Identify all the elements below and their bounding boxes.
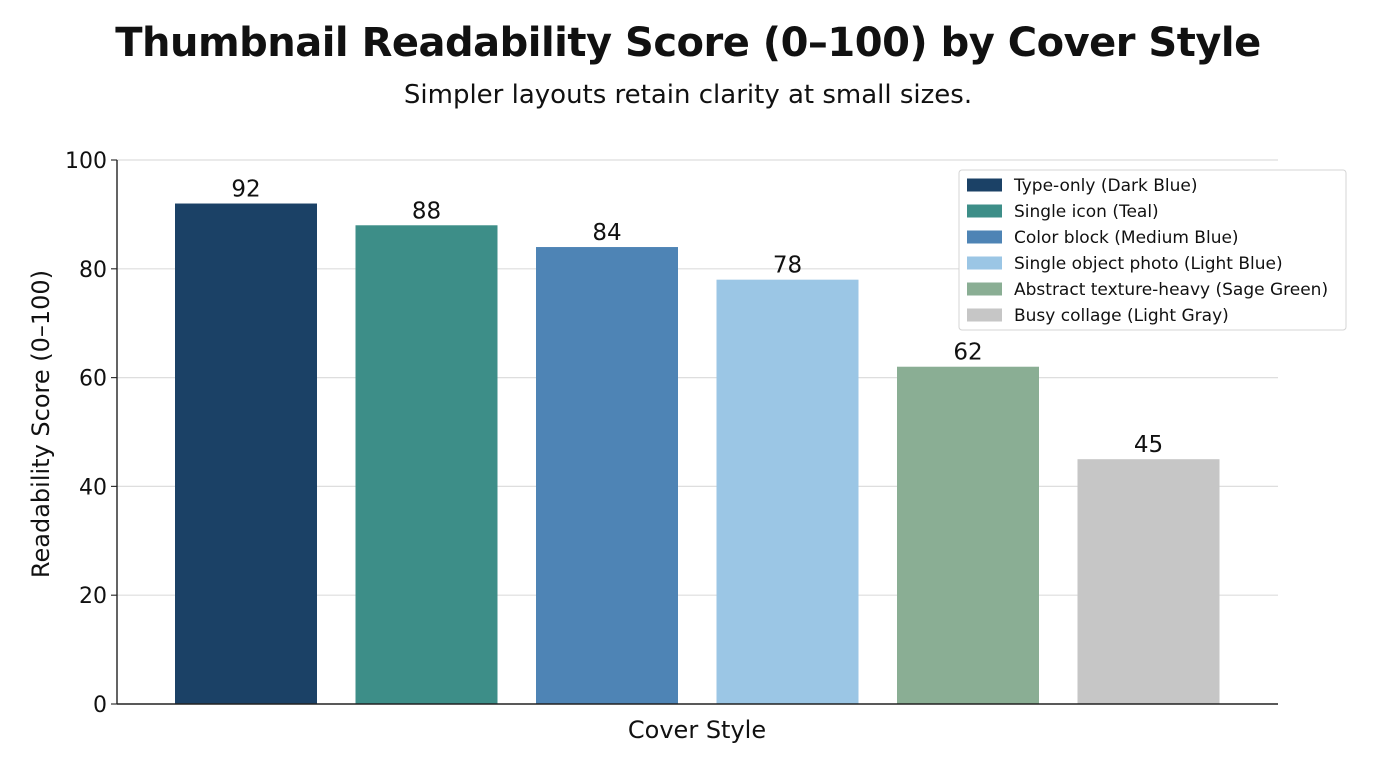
chart-title: Thumbnail Readability Score (0–100) by C…: [115, 20, 1261, 66]
legend: Type-only (Dark Blue) Single icon (Teal) C…: [958, 169, 1347, 331]
bar-value-label: 62: [953, 340, 982, 366]
chart-subtitle: Simpler layouts retain clarity at small …: [403, 80, 973, 110]
data-labels: 92 88 84 78 62 45: [231, 177, 1163, 459]
bars: [175, 203, 1220, 705]
legend-frame: [958, 169, 1347, 331]
bar: [536, 247, 678, 705]
bar: [897, 366, 1039, 704]
y-axis-title: Readability Score (0–100): [27, 270, 55, 578]
bar: [716, 279, 859, 704]
y-tick-label: 40: [79, 475, 107, 500]
legend-entry: Single icon (Teal): [1014, 202, 1159, 222]
legend-swatch: [967, 256, 1002, 270]
legend-entry: Abstract texture-heavy (Sage Green): [1014, 280, 1328, 300]
bar-value-label: 45: [1134, 432, 1163, 458]
legend-entry: Single object photo (Light Blue): [1014, 254, 1283, 274]
legend-entry: Color block (Medium Blue): [1014, 228, 1239, 248]
y-tick-label: 80: [79, 258, 107, 283]
bar-value-label: 92: [231, 177, 260, 203]
y-tick-label: 0: [93, 693, 107, 718]
x-axis-title: Cover Style: [628, 716, 766, 744]
legend-swatch: [967, 230, 1002, 244]
bar: [1077, 459, 1220, 704]
y-tick-label: 60: [79, 367, 107, 392]
bar: [175, 203, 317, 704]
legend-swatch: [967, 308, 1002, 322]
legend-swatch: [967, 204, 1002, 218]
legend-entry: Busy collage (Light Gray): [1014, 306, 1229, 326]
bar-value-label: 88: [412, 198, 441, 224]
legend-entry: Type-only (Dark Blue): [1013, 176, 1198, 196]
bar: [355, 225, 498, 704]
bar-value-label: 84: [592, 220, 621, 246]
legend-swatch: [967, 178, 1002, 192]
axes: 0 20 40 60 80 100: [65, 149, 1278, 718]
legend-swatch: [967, 282, 1002, 296]
bar-value-label: 78: [773, 253, 802, 279]
y-tick-label: 100: [65, 149, 107, 174]
y-tick-label: 20: [79, 584, 107, 609]
